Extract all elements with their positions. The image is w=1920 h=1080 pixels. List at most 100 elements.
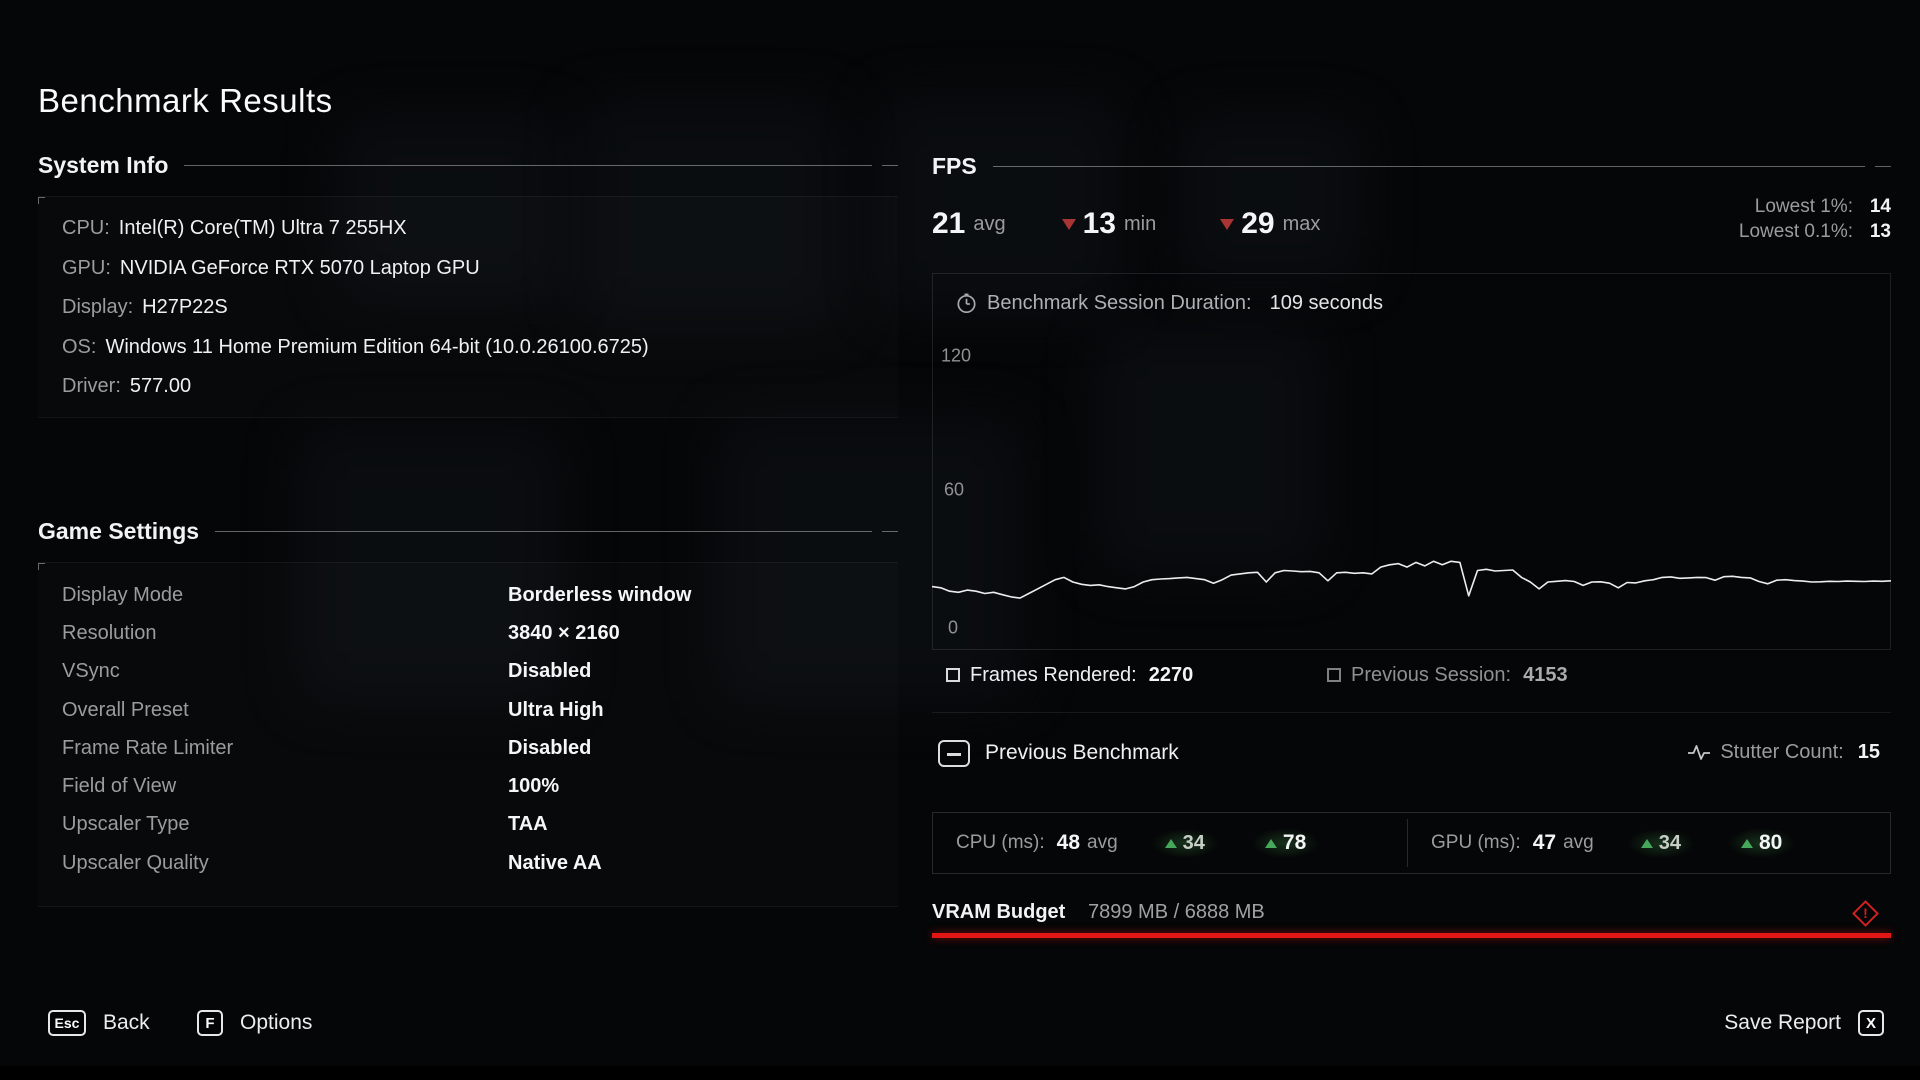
fps-min-value: 13 — [1082, 207, 1116, 240]
system-info-header: System Info — [38, 152, 898, 178]
setting-row-resolution: Resolution 3840 × 2160 — [38, 614, 898, 652]
fps-max-label: max — [1282, 212, 1321, 235]
vertical-divider — [1407, 819, 1408, 867]
f-key-icon[interactable]: F — [197, 1010, 223, 1036]
esc-key-icon[interactable]: Esc — [48, 1010, 86, 1036]
gpu-ms-group: GPU (ms): 47 avg 34 80 — [1431, 813, 1796, 873]
stutter-count-value: 15 — [1857, 741, 1880, 763]
gpu-low-metric: 34 — [1627, 828, 1694, 858]
header-rule — [992, 165, 1865, 167]
info-label: Display: — [62, 296, 134, 319]
background-blur-shape — [1180, 120, 1360, 280]
back-button[interactable]: Esc Back — [48, 1010, 150, 1036]
info-value: NVIDIA GeForce RTX 5070 Laptop GPU — [119, 256, 480, 279]
header-rule-dash — [882, 530, 898, 532]
cpu-avg-suffix: avg — [1087, 832, 1118, 853]
info-value: Intel(R) Core(TM) Ultra 7 255HX — [118, 217, 407, 240]
session-duration-value: 109 seconds — [1269, 292, 1383, 314]
info-label: Driver: — [62, 375, 121, 398]
lowest-1-percent-label: Lowest 1%: — [1754, 196, 1853, 217]
session-duration-label: Benchmark Session Duration: — [987, 292, 1252, 314]
corner-tick — [38, 563, 45, 570]
checkbox-icon[interactable] — [1327, 668, 1341, 682]
setting-label: Field of View — [62, 775, 177, 798]
cpu-ms-group: CPU (ms): 48 avg 34 78 — [956, 813, 1320, 873]
vram-budget-label: VRAM Budget — [932, 901, 1066, 923]
setting-label: Frame Rate Limiter — [62, 736, 234, 759]
options-button[interactable]: F Options — [197, 1010, 312, 1036]
system-info-panel: CPU: Intel(R) Core(TM) Ultra 7 255HX GPU… — [38, 196, 898, 418]
x-key-icon[interactable]: X — [1858, 1010, 1884, 1036]
setting-row-upscaler-quality: Upscaler Quality Native AA — [38, 844, 898, 882]
gpu-high-value: 80 — [1758, 831, 1783, 854]
vram-budget-value: 7899 MB / 6888 MB — [1088, 901, 1265, 923]
game-settings-heading: Game Settings — [38, 517, 200, 544]
gpu-avg-value: 47 — [1532, 831, 1557, 854]
system-info-heading: System Info — [38, 151, 169, 178]
setting-row-field-of-view: Field of View 100% — [38, 767, 898, 805]
lowest-1-percent-value: 14 — [1869, 196, 1891, 217]
stutter-count-group: Stutter Count: 15 — [1687, 741, 1880, 764]
game-settings-header: Game Settings — [38, 518, 898, 544]
clock-icon — [957, 293, 976, 314]
setting-label: Overall Preset — [62, 698, 189, 721]
save-report-button[interactable]: Save Report X — [1724, 1010, 1884, 1036]
y-axis-tick-120: 120 — [941, 345, 972, 366]
checkbox-icon[interactable] — [946, 668, 960, 682]
setting-row-upscaler-type: Upscaler Type TAA — [38, 806, 898, 844]
frames-rendered-row[interactable]: Frames Rendered: 2270 — [946, 660, 1193, 690]
fps-stats-row: 21 avg 13 min 29 max — [932, 205, 1320, 243]
triangle-up-icon — [1164, 838, 1177, 848]
info-label: GPU: — [62, 256, 111, 279]
background-blur-shape — [1100, 330, 1320, 570]
lowest-01-percent-row: Lowest 0.1%: 13 — [1739, 219, 1891, 244]
lowest-1-percent-row: Lowest 1%: 14 — [1739, 194, 1891, 219]
previous-session-row[interactable]: Previous Session: 4153 — [1327, 660, 1568, 690]
fps-header: FPS — [932, 153, 1891, 179]
lowest-01-percent-value: 13 — [1869, 221, 1891, 242]
cpu-low-value: 34 — [1182, 831, 1205, 854]
save-report-label: Save Report — [1724, 1011, 1841, 1034]
corner-tick — [38, 197, 45, 204]
frame-time-box: CPU (ms): 48 avg 34 78 GPU (ms): 47 avg … — [932, 812, 1891, 874]
warning-icon: ! — [1852, 900, 1879, 927]
system-info-row-gpu: GPU: NVIDIA GeForce RTX 5070 Laptop GPU — [38, 249, 898, 289]
setting-value: Native AA — [508, 851, 602, 874]
lowest-01-percent-label: Lowest 0.1%: — [1738, 221, 1853, 242]
triangle-down-icon — [1061, 218, 1076, 230]
header-rule — [184, 164, 872, 166]
setting-label: Resolution — [62, 621, 157, 644]
background-blur-shape — [720, 420, 1020, 700]
header-rule-dash — [1875, 165, 1891, 167]
cpu-ms-label: CPU (ms): — [956, 832, 1045, 853]
gpu-low-value: 34 — [1658, 831, 1681, 854]
page-title: Benchmark Results — [38, 82, 333, 119]
background-blur-shape — [880, 100, 1120, 310]
fps-max-value: 29 — [1241, 207, 1275, 240]
triangle-up-icon — [1740, 838, 1753, 848]
fps-avg-value: 21 — [932, 207, 966, 240]
setting-row-frame-rate-limiter: Frame Rate Limiter Disabled — [38, 729, 898, 767]
setting-row-vsync: VSync Disabled — [38, 653, 898, 691]
session-duration-row: Benchmark Session Duration: 109 seconds — [956, 292, 1383, 315]
info-label: CPU: — [62, 217, 110, 240]
triangle-up-icon — [1640, 838, 1653, 848]
y-axis-tick-0: 0 — [948, 617, 959, 638]
system-info-row-driver: Driver: 577.00 — [38, 367, 898, 407]
options-label: Options — [240, 1011, 313, 1034]
header-rule-dash — [882, 164, 898, 166]
cpu-high-value: 78 — [1282, 831, 1307, 854]
setting-value: TAA — [508, 813, 548, 836]
fps-line — [932, 560, 1891, 599]
background-blur-shape — [300, 430, 560, 700]
previous-benchmark-icon — [938, 740, 970, 767]
previous-benchmark-title: Previous Benchmark — [985, 741, 1179, 764]
setting-label: VSync — [62, 660, 120, 683]
setting-row-display-mode: Display Mode Borderless window — [38, 576, 898, 614]
pulse-icon — [1688, 745, 1711, 760]
setting-label: Display Mode — [62, 583, 184, 606]
gpu-high-metric: 80 — [1727, 828, 1796, 858]
info-value: 577.00 — [129, 375, 192, 398]
section-divider — [932, 712, 1891, 713]
